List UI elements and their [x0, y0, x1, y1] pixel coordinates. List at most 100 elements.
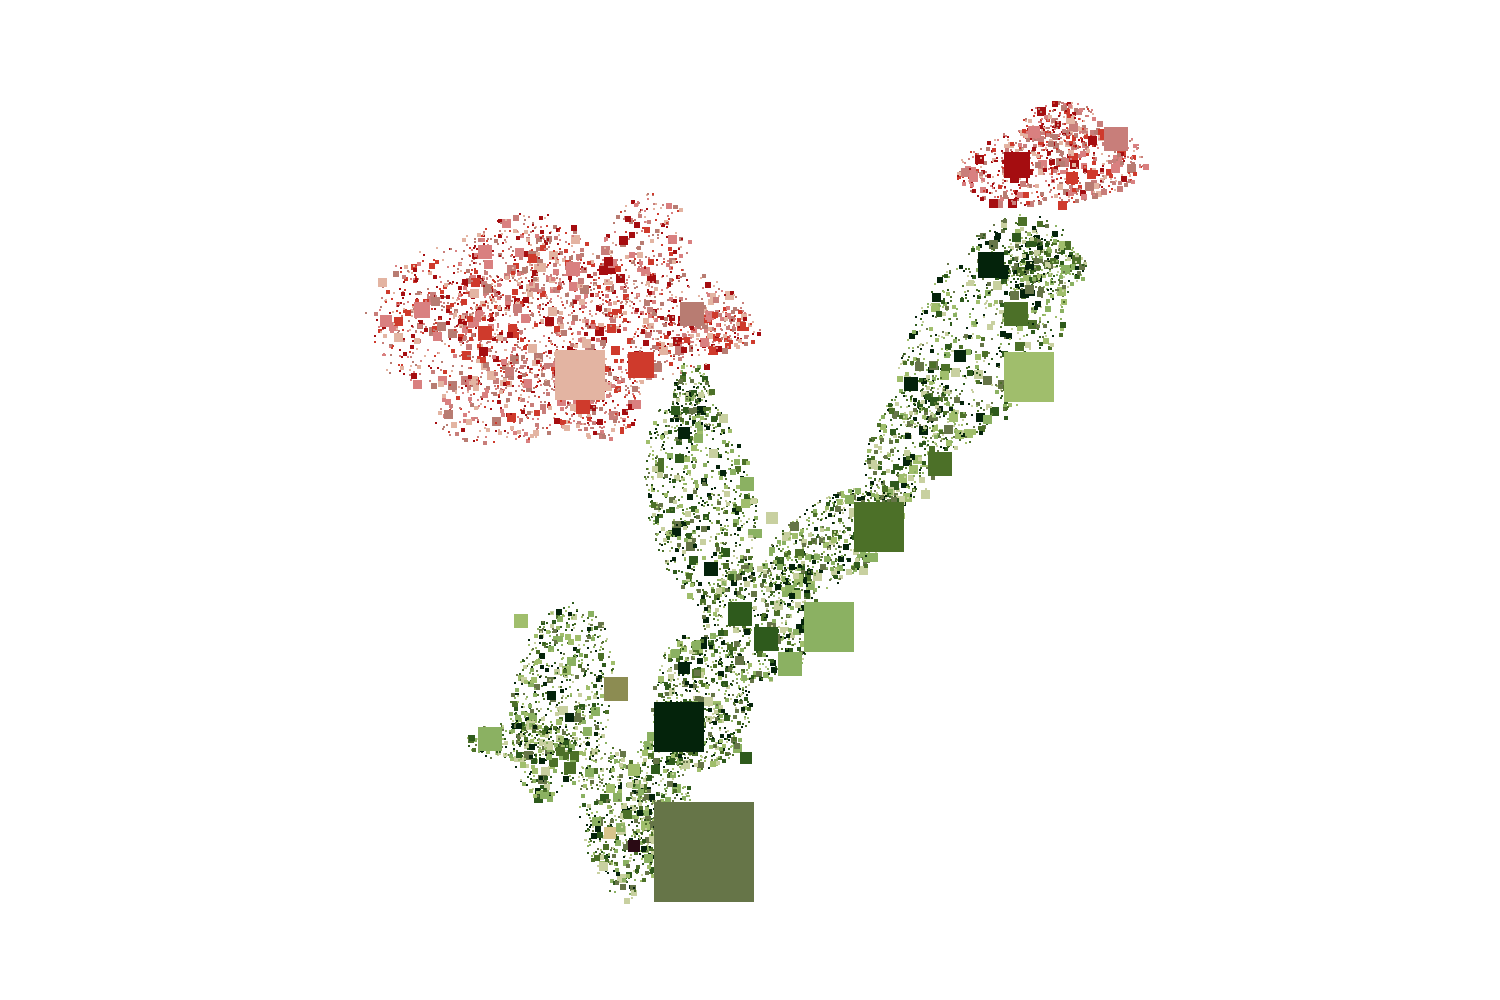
- speckle: [477, 421, 479, 423]
- speckle: [1068, 104, 1072, 108]
- speckle: [526, 374, 528, 376]
- speckle: [489, 313, 493, 317]
- speckle: [498, 364, 500, 366]
- speckle: [1047, 289, 1049, 291]
- speckle: [1074, 117, 1076, 119]
- speckle: [447, 302, 449, 304]
- speckle: [1053, 102, 1055, 104]
- speckle: [667, 283, 671, 287]
- speckle: [597, 285, 601, 289]
- speckle: [1037, 328, 1039, 330]
- speckle: [1094, 145, 1096, 147]
- speckle: [959, 265, 963, 269]
- speckle: [595, 326, 599, 330]
- speckle: [1068, 150, 1074, 156]
- speckle: [970, 167, 976, 173]
- speckle: [721, 337, 723, 339]
- speckle: [554, 344, 556, 346]
- speckle: [997, 139, 999, 141]
- speckle: [476, 304, 478, 306]
- speckle: [1054, 281, 1056, 283]
- speckle: [666, 203, 672, 209]
- speckle: [981, 171, 983, 173]
- speckle: [551, 332, 553, 334]
- speckle: [399, 355, 401, 357]
- speckle: [620, 276, 622, 278]
- speckle: [600, 432, 602, 434]
- speckle: [1052, 290, 1054, 292]
- speckle: [644, 267, 646, 269]
- speckle: [1049, 273, 1051, 275]
- speckle: [422, 260, 424, 262]
- speckle: [604, 257, 613, 266]
- speckle: [540, 384, 542, 386]
- speckle: [932, 391, 934, 393]
- speckle: [499, 332, 503, 336]
- speckle: [604, 240, 606, 242]
- speckle: [480, 376, 482, 378]
- speckle: [1006, 284, 1008, 286]
- speckle: [1052, 134, 1058, 140]
- speckle: [458, 316, 460, 318]
- speckle: [928, 400, 930, 402]
- speckle: [553, 380, 555, 382]
- speckle: [967, 370, 973, 376]
- speckle: [415, 364, 417, 366]
- speckle: [899, 415, 903, 419]
- speckle: [637, 268, 641, 272]
- speckle: [714, 330, 716, 332]
- speckle: [620, 417, 622, 419]
- speckle: [510, 269, 512, 271]
- speckle: [975, 155, 984, 164]
- speckle: [1114, 177, 1116, 179]
- speckle: [740, 307, 742, 309]
- speckle: [419, 251, 421, 253]
- speckle: [919, 330, 921, 332]
- speckle: [438, 338, 440, 340]
- speckle: [511, 365, 513, 367]
- speckle: [436, 247, 438, 249]
- speckle: [1131, 138, 1133, 140]
- speckle: [1042, 336, 1044, 338]
- speckle: [986, 408, 988, 410]
- speckle: [1061, 155, 1063, 157]
- speckle: [1025, 261, 1034, 270]
- speckle: [1007, 136, 1009, 138]
- speckle: [652, 338, 654, 340]
- speckle: [475, 316, 481, 322]
- speckle: [495, 301, 497, 303]
- speckle: [495, 351, 497, 353]
- speckle: [511, 351, 513, 353]
- speckle: [946, 271, 948, 273]
- speckle: [556, 277, 558, 279]
- speckle: [1004, 186, 1006, 188]
- speckle: [716, 281, 718, 283]
- speckle: [484, 406, 486, 408]
- speckle: [887, 453, 891, 457]
- speckle: [1100, 180, 1102, 182]
- speckle: [543, 284, 545, 286]
- speckle: [617, 329, 621, 333]
- speckle: [932, 425, 938, 431]
- speckle: [565, 241, 567, 243]
- speckle: [494, 281, 496, 283]
- speckle: [678, 357, 682, 361]
- speckle: [725, 332, 727, 334]
- speckle: [1052, 110, 1054, 112]
- speckle: [898, 458, 900, 460]
- speckle: [669, 331, 671, 333]
- speckle: [441, 340, 443, 342]
- speckle: [605, 366, 611, 372]
- speckle: [549, 251, 558, 260]
- speckle: [578, 338, 582, 342]
- speckle: [918, 400, 920, 402]
- speckle: [909, 465, 918, 474]
- speckle: [538, 311, 540, 313]
- speckle: [589, 286, 591, 288]
- speckle: [1051, 244, 1053, 246]
- speckle: [1045, 224, 1049, 228]
- speckle: [1111, 164, 1120, 173]
- speckle: [973, 295, 975, 297]
- speckle: [613, 376, 617, 380]
- speckle: [707, 333, 713, 339]
